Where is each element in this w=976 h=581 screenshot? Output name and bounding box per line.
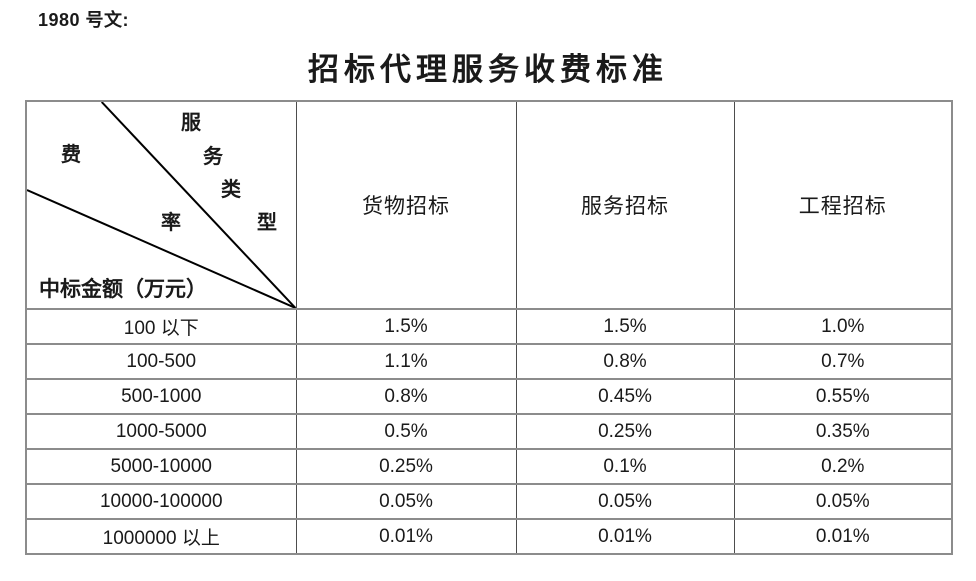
rate-cell: 0.55% xyxy=(733,378,953,415)
amount-range-cell: 1000000 以上 xyxy=(25,518,297,555)
table-row: 5000-10000 0.25% 0.1% 0.2% xyxy=(25,448,953,485)
table-row: 500-1000 0.8% 0.45% 0.55% xyxy=(25,378,953,415)
rate-cell: 0.35% xyxy=(733,413,953,450)
service-type-axis-char: 务 xyxy=(203,144,223,168)
rate-cell: 0.05% xyxy=(733,483,953,520)
table-row: 1000000 以上 0.01% 0.01% 0.01% xyxy=(25,518,953,555)
fee-axis-char: 率 xyxy=(161,210,181,234)
rate-cell: 0.7% xyxy=(733,343,953,380)
rate-cell: 0.45% xyxy=(515,378,735,415)
amount-range-cell: 100 以下 xyxy=(25,308,297,345)
doc-number-label: 1980 号文: xyxy=(38,10,130,30)
amount-range-cell: 100-500 xyxy=(25,343,297,380)
rate-cell: 0.2% xyxy=(733,448,953,485)
service-type-axis-char: 类 xyxy=(221,177,241,201)
rate-cell: 1.1% xyxy=(295,343,517,380)
table-row: 1000-5000 0.5% 0.25% 0.35% xyxy=(25,413,953,450)
table-row: 100 以下 1.5% 1.5% 1.0% xyxy=(25,308,953,345)
amount-range-cell: 500-1000 xyxy=(25,378,297,415)
rate-cell: 1.5% xyxy=(515,308,735,345)
amount-range-cell: 1000-5000 xyxy=(25,413,297,450)
table-header-row: 服 费 务 类 率 型 中标金额（万元） 货物招标 服务招标 工程招标 xyxy=(25,100,953,310)
page-title: 招标代理服务收费标准 xyxy=(308,52,668,88)
service-type-axis-char: 型 xyxy=(257,210,277,234)
column-header-service-bidding: 服务招标 xyxy=(515,100,735,310)
rate-cell: 0.25% xyxy=(515,413,735,450)
service-type-axis-char: 服 xyxy=(181,110,201,134)
rate-cell: 0.5% xyxy=(295,413,517,450)
rate-cell: 0.05% xyxy=(515,483,735,520)
fee-axis-char: 费 xyxy=(61,142,81,166)
table-row: 10000-100000 0.05% 0.05% 0.05% xyxy=(25,483,953,520)
rate-cell: 0.01% xyxy=(295,518,517,555)
column-header-goods-bidding: 货物招标 xyxy=(295,100,517,310)
amount-range-cell: 5000-10000 xyxy=(25,448,297,485)
rate-cell: 0.05% xyxy=(295,483,517,520)
rate-cell: 0.8% xyxy=(515,343,735,380)
rate-cell: 0.01% xyxy=(515,518,735,555)
rate-cell: 0.01% xyxy=(733,518,953,555)
amount-axis-label: 中标金额（万元） xyxy=(39,276,207,301)
rate-cell: 0.8% xyxy=(295,378,517,415)
amount-range-cell: 10000-100000 xyxy=(25,483,297,520)
rate-cell: 1.0% xyxy=(733,308,953,345)
corner-cell-content: 服 费 务 类 率 型 中标金额（万元） xyxy=(27,103,295,307)
column-header-works-bidding: 工程招标 xyxy=(733,100,953,310)
diagonal-divider-lines xyxy=(27,103,295,307)
rate-cell: 0.25% xyxy=(295,448,517,485)
rate-cell: 1.5% xyxy=(295,308,517,345)
rate-cell: 0.1% xyxy=(515,448,735,485)
table-corner-cell: 服 费 务 类 率 型 中标金额（万元） xyxy=(25,100,297,310)
fee-rate-table: 服 费 务 类 率 型 中标金额（万元） 货物招标 服务招标 工程招标 100 … xyxy=(25,100,953,555)
table-row: 100-500 1.1% 0.8% 0.7% xyxy=(25,343,953,380)
